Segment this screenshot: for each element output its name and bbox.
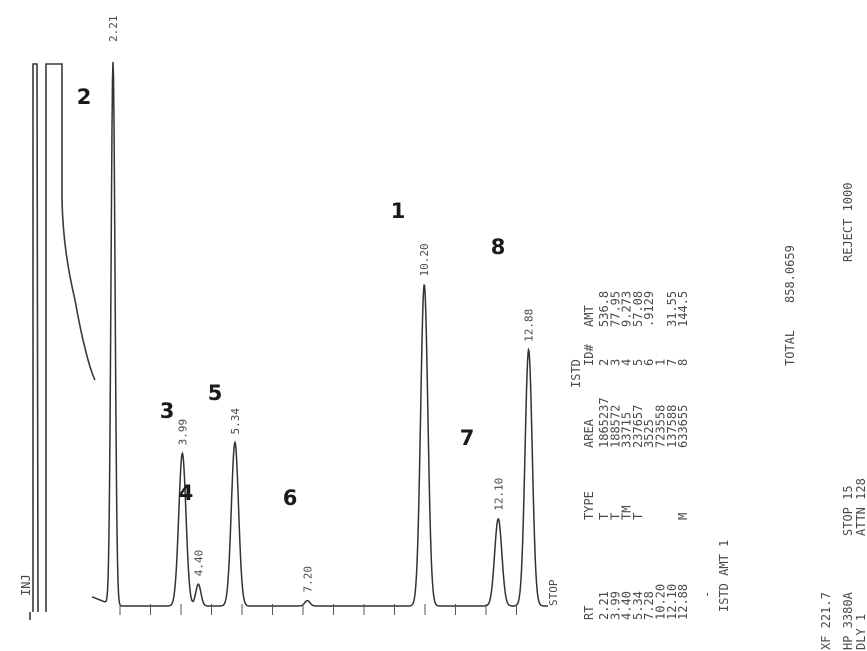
retention-time-label: 7.20 <box>301 566 314 593</box>
stop-label: STOP <box>547 579 560 606</box>
column-header-area: AREA <box>582 418 596 448</box>
report-cell-area: 1865237 <box>597 397 611 448</box>
report-cell-amt: 536.8 <box>597 291 611 327</box>
report-cell-amt: 9.273 <box>620 291 634 327</box>
xf-line: XF 221.7 <box>819 592 833 650</box>
report-cell-rt: 12.10 <box>665 584 679 620</box>
report-cell-rt: 4.40 <box>620 591 634 620</box>
report-cell-type: T <box>631 513 645 520</box>
peak-number-label: 4 <box>179 481 194 505</box>
column-header-type: TYPE <box>582 491 596 520</box>
report-cell-area: 237657 <box>631 405 645 448</box>
retention-time-label: 12.10 <box>492 478 505 511</box>
retention-time-label: 4.40 <box>192 550 205 577</box>
report-cell-rt: 3.99 <box>608 591 622 620</box>
dly-line: DLY 1 <box>854 614 867 650</box>
report-cell-id: 3 <box>608 359 622 366</box>
report-cell-id: 4 <box>620 359 634 366</box>
peak-number-label: 6 <box>283 486 298 510</box>
peak-number-label: 1 <box>391 199 406 223</box>
istd-amt-line: ISTD AMT 1 <box>717 540 731 612</box>
report-cell-area: 633655 <box>676 405 690 448</box>
report-cell-rt: 2.21 <box>597 591 611 620</box>
report-cell-type: M <box>676 513 690 520</box>
chromatogram-trace <box>29 61 548 620</box>
retention-time-label: 12.88 <box>523 309 536 342</box>
integration-report: ISTD RT TYPE AREA ID# AMT 2.21 T 1865237 2 536.8 3.… <box>569 183 867 650</box>
report-cell-area: 33715 <box>620 412 634 448</box>
report-cell-area: 137588 <box>665 405 679 448</box>
report-cell-id: 8 <box>676 359 690 366</box>
reject-setting: REJECT 1000 <box>841 183 855 262</box>
retention-time-label: 3.99 <box>176 419 189 446</box>
total-label: TOTAL <box>783 330 797 366</box>
istd-title: ISTD <box>569 359 583 388</box>
total-value: 858.0659 <box>783 245 797 303</box>
retention-time-label: 5.34 <box>229 408 242 435</box>
report-cell-amt: 144.5 <box>676 291 690 327</box>
report-cell-type: T <box>597 513 611 520</box>
separator-dash: - <box>700 591 714 598</box>
peak-number-label: 2 <box>77 85 92 109</box>
peak-number-label: 5 <box>208 381 223 405</box>
report-cell-type: TM <box>620 506 634 520</box>
report-cell-id: 1 <box>654 359 668 366</box>
peak-labels: INJ STOP 2.21 2 3.993 4.40 4 5.34 5 7.20 6 10.20 1 12… <box>19 16 560 607</box>
report-cell-type: T <box>608 513 622 520</box>
peak-number-label: 3 <box>160 399 175 423</box>
retention-time-label: 2.21 <box>107 16 120 43</box>
peak-number-label: 8 <box>491 235 506 259</box>
report-cell-area: 723558 <box>654 405 668 448</box>
report-cell-amt: 57.08 <box>631 291 645 327</box>
report-cell-rt: 12.88 <box>676 584 690 620</box>
attn-setting: ATTN 128 <box>854 478 867 536</box>
report-cell-id: 2 <box>597 359 611 366</box>
report-cell-amt: 31.55 <box>665 291 679 327</box>
column-header-rt: RT <box>582 606 596 620</box>
report-cell-area: 3525 <box>642 419 656 448</box>
column-header-amt: AMT <box>582 305 596 327</box>
report-cell-rt: 5.34 <box>631 591 645 620</box>
report-cell-rt: 7.28 <box>642 591 656 620</box>
report-cell-amt: 77.95 <box>608 291 622 327</box>
inj-label: INJ <box>19 574 33 596</box>
peak-number-label: 7 <box>460 426 475 450</box>
column-header-id: ID# <box>582 344 596 366</box>
report-cell-id: 7 <box>665 359 679 366</box>
instrument-line: HP 3380A <box>841 591 855 650</box>
stop-setting: STOP 15 <box>841 485 855 536</box>
report-cell-rt: 10.20 <box>654 584 668 620</box>
retention-time-label: 10.20 <box>418 243 431 276</box>
peak-trace <box>91 61 548 607</box>
report-cell-area: 188572 <box>608 405 622 448</box>
baseline-ticks <box>119 604 517 615</box>
report-cell-id: 5 <box>631 359 645 366</box>
solvent-front-trace <box>29 63 96 620</box>
report-cell-amt: .9129 <box>642 291 656 327</box>
report-cell-id: 6 <box>642 359 656 366</box>
